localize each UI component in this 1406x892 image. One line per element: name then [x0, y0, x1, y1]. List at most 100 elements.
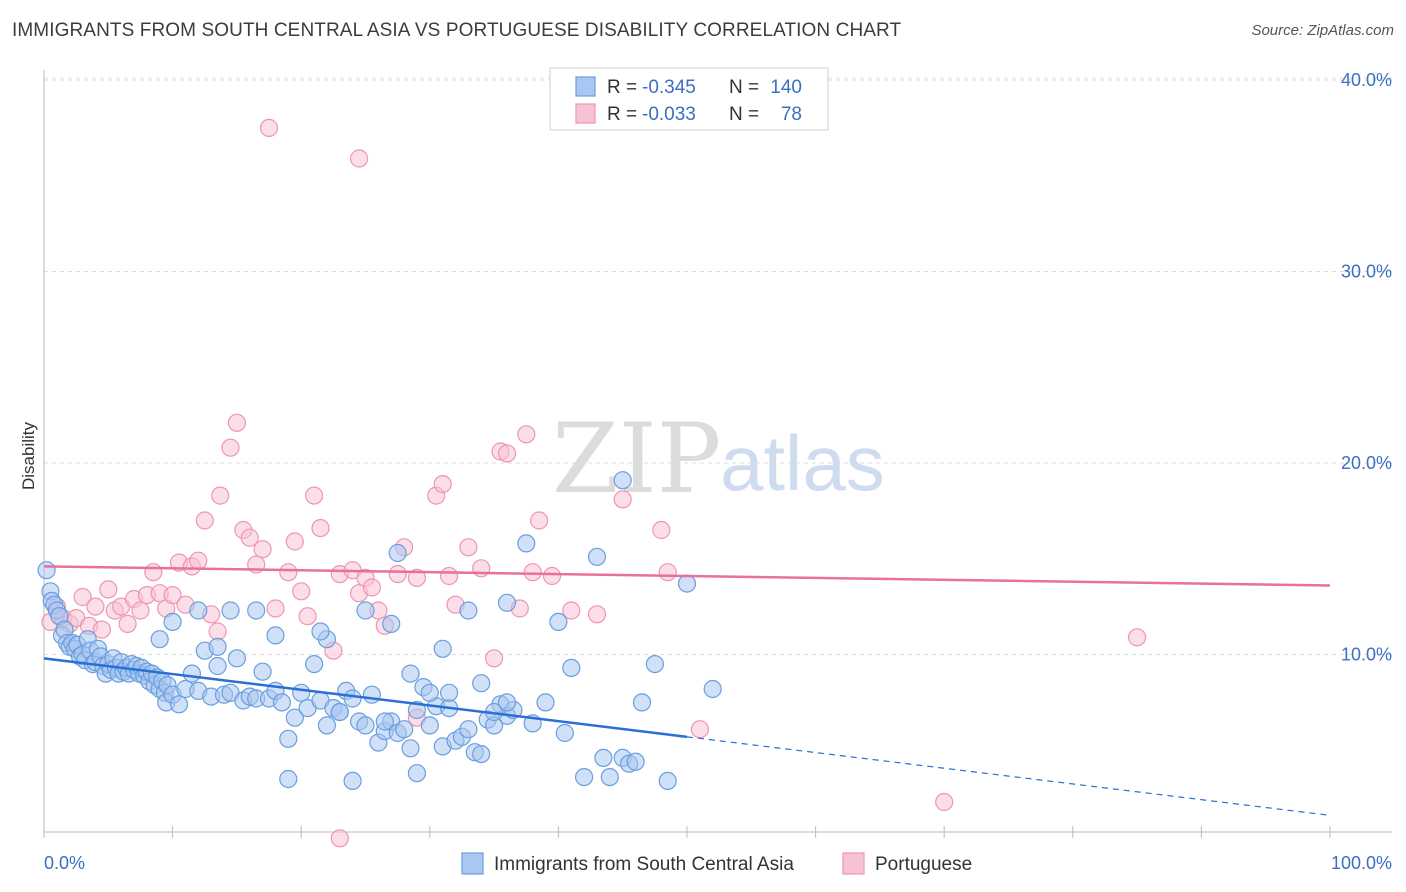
point-south-central-asia: [677, 574, 697, 593]
point-south-central-asia: [517, 534, 536, 553]
legend-label-pink: Portuguese: [875, 854, 972, 875]
series-south-central-asia: [37, 471, 722, 791]
point-south-central-asia: [343, 771, 362, 791]
watermark: ZIP atlas: [552, 403, 885, 515]
point-south-central-asia: [247, 601, 266, 620]
point-south-central-asia: [440, 683, 459, 702]
stats-swatch-blue: [575, 76, 596, 97]
point-portuguese: [388, 564, 407, 584]
point-portuguese: [529, 511, 549, 530]
point-portuguese: [208, 622, 227, 641]
point-south-central-asia: [163, 612, 182, 632]
point-portuguese: [305, 486, 324, 505]
point-south-central-asia: [401, 664, 420, 683]
series-portuguese: [41, 118, 1147, 848]
point-portuguese: [613, 490, 632, 509]
point-south-central-asia: [497, 593, 517, 612]
point-portuguese: [485, 649, 504, 668]
point-portuguese: [163, 585, 182, 605]
x-axis-ticks: [43, 826, 1331, 838]
point-south-central-asia: [356, 601, 375, 620]
point-south-central-asia: [169, 695, 189, 714]
point-portuguese: [562, 601, 581, 620]
point-south-central-asia: [594, 748, 613, 768]
point-portuguese: [362, 578, 381, 597]
stats-r-value-blue: -0.345: [642, 77, 696, 98]
point-south-central-asia: [266, 626, 285, 645]
point-south-central-asia: [420, 683, 439, 702]
y-tick-labels: 10.0% 20.0% 30.0% 40.0%: [1341, 70, 1392, 665]
point-portuguese: [266, 599, 285, 618]
point-portuguese: [189, 551, 208, 570]
point-portuguese: [497, 444, 517, 463]
point-south-central-asia: [388, 543, 407, 563]
point-portuguese: [517, 425, 536, 444]
point-south-central-asia: [420, 716, 439, 735]
point-portuguese: [221, 438, 240, 457]
point-portuguese: [259, 118, 279, 138]
point-south-central-asia: [189, 601, 208, 620]
stats-n-value-pink: 78: [781, 104, 802, 125]
legend-swatch-pink: [842, 852, 865, 875]
point-south-central-asia: [459, 720, 478, 739]
point-south-central-asia: [555, 723, 574, 743]
watermark-atlas: atlas: [720, 419, 885, 507]
stats-n-label-blue: N =: [729, 77, 759, 98]
point-portuguese: [298, 607, 317, 626]
point-portuguese: [279, 563, 298, 582]
point-south-central-asia: [472, 674, 491, 693]
point-portuguese: [99, 580, 118, 599]
point-south-central-asia: [549, 612, 568, 632]
point-portuguese: [92, 620, 112, 639]
point-south-central-asia: [221, 601, 240, 620]
point-south-central-asia: [208, 656, 227, 676]
point-south-central-asia: [562, 658, 581, 678]
point-portuguese: [73, 587, 92, 607]
point-south-central-asia: [658, 771, 677, 791]
source-credit: Source: ZipAtlas.com: [1251, 22, 1394, 39]
y-tick-label: 40.0%: [1341, 70, 1392, 90]
point-portuguese: [330, 829, 349, 848]
point-south-central-asia: [600, 767, 619, 787]
point-south-central-asia: [401, 739, 420, 758]
stats-r-label-blue: R =: [607, 77, 637, 98]
point-portuguese: [935, 792, 954, 812]
legend-label-blue: Immigrants from South Central Asia: [494, 854, 794, 875]
point-portuguese: [587, 605, 607, 624]
stats-r-label-pink: R =: [607, 104, 637, 125]
point-portuguese: [240, 528, 259, 547]
x-tick-label-max: 100.0%: [1331, 853, 1392, 873]
point-south-central-asia: [587, 547, 607, 566]
point-portuguese: [1127, 628, 1147, 647]
y-tick-label: 30.0%: [1341, 262, 1392, 282]
point-south-central-asia: [497, 693, 517, 712]
point-portuguese: [433, 475, 452, 494]
stats-n-value-blue: 140: [770, 77, 802, 98]
point-portuguese: [195, 511, 214, 530]
point-south-central-asia: [433, 639, 452, 658]
point-south-central-asia: [150, 630, 169, 649]
point-portuguese: [311, 518, 330, 538]
point-south-central-asia: [395, 720, 414, 739]
point-portuguese: [253, 540, 272, 559]
chart-title: IMMIGRANTS FROM SOUTH CENTRAL ASIA VS PO…: [12, 20, 902, 41]
point-portuguese: [690, 720, 710, 739]
point-south-central-asia: [362, 685, 381, 704]
point-portuguese: [292, 582, 311, 601]
point-south-central-asia: [703, 679, 722, 699]
watermark-zip: ZIP: [552, 403, 721, 515]
trend-line-south-central-asia-projection: [686, 736, 1331, 816]
trend-lines: [43, 565, 1331, 816]
point-south-central-asia: [407, 764, 426, 783]
point-south-central-asia: [626, 752, 645, 771]
point-portuguese: [131, 601, 150, 620]
point-south-central-asia: [279, 769, 298, 789]
point-south-central-asia: [292, 683, 311, 702]
point-portuguese: [542, 566, 562, 586]
grid-lines: [44, 77, 1392, 655]
point-portuguese: [658, 563, 677, 582]
stats-r-value-pink: -0.033: [642, 104, 696, 125]
stats-swatch-pink: [575, 103, 596, 124]
trend-line-south-central-asia: [43, 657, 688, 739]
point-portuguese: [652, 520, 671, 540]
